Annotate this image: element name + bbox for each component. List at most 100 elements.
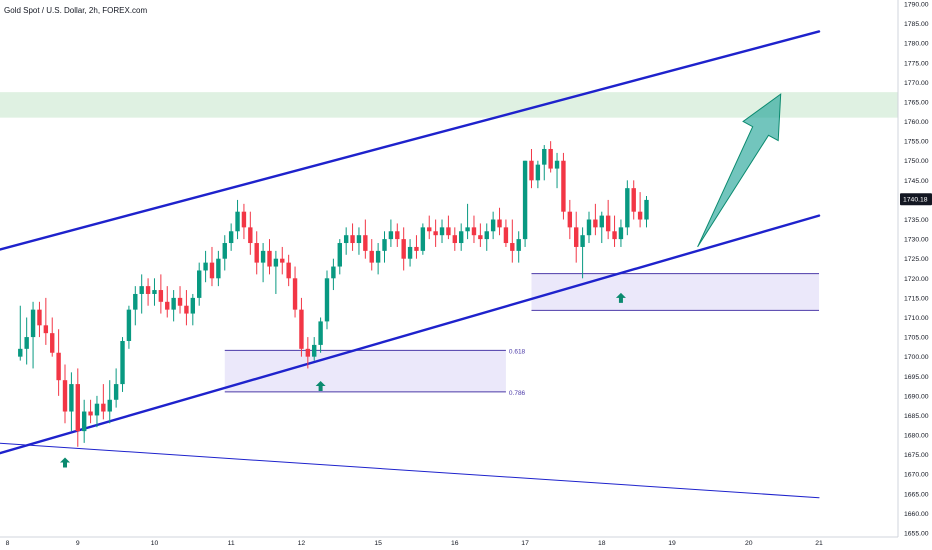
candle-body — [599, 215, 604, 228]
candle — [554, 152, 560, 189]
candle — [113, 368, 119, 408]
price-axis[interactable]: 1655.00 1660.00 1665.00 1670.00 1675.00 1680.… — [897, 0, 932, 538]
candle — [286, 254, 291, 287]
candle — [369, 239, 374, 271]
up-marker-2 — [315, 381, 326, 392]
price-tick-label: 1665.00 — [904, 491, 929, 498]
candle — [101, 384, 106, 420]
candle — [273, 250, 279, 294]
candle — [145, 278, 151, 306]
candle-body — [631, 188, 636, 212]
time-tick-label: 17 — [521, 540, 529, 547]
candle — [197, 262, 202, 306]
candle — [30, 301, 36, 369]
candle — [414, 235, 419, 259]
candle — [625, 180, 630, 236]
candle-body — [324, 278, 330, 322]
time-axis[interactable]: 8 9 10 11 12 15 16 17 18 19 20 21 — [0, 536, 898, 547]
candle-body — [75, 384, 80, 432]
candle — [56, 329, 61, 396]
candle-body — [81, 411, 87, 432]
time-tick-label: 12 — [298, 540, 306, 547]
candle — [356, 227, 362, 255]
candle — [395, 223, 400, 247]
price-tick-label: 1790.00 — [904, 2, 929, 9]
candle-body — [439, 227, 445, 236]
candle-body — [113, 384, 119, 400]
price-tick-label: 1695.00 — [904, 374, 929, 381]
time-tick-label: 18 — [598, 540, 606, 547]
time-tick-label: 20 — [745, 540, 753, 547]
time-tick-label: 16 — [451, 540, 459, 547]
candle — [471, 215, 477, 244]
candle — [522, 160, 528, 247]
time-tick-label: 19 — [668, 540, 676, 547]
candle — [401, 227, 406, 271]
candle — [567, 199, 573, 240]
candle — [88, 399, 93, 424]
candle-body — [478, 235, 483, 240]
candle — [152, 278, 157, 306]
candle-body — [312, 344, 317, 357]
candle-body — [248, 227, 253, 244]
price-tick-label: 1705.00 — [904, 335, 929, 342]
candle-body — [561, 160, 566, 212]
candle-body — [228, 231, 234, 244]
candle — [497, 207, 502, 236]
candle-body — [593, 219, 598, 228]
time-tick-label: 9 — [76, 540, 80, 547]
candle-body — [267, 250, 272, 267]
time-tick-label: 21 — [815, 540, 823, 547]
candle-body — [522, 160, 528, 240]
candle-body — [433, 231, 438, 236]
candle-body — [190, 297, 196, 314]
candle — [407, 239, 413, 267]
candle — [586, 211, 592, 244]
trendlines-layer — [0, 30, 821, 499]
candle-body — [222, 243, 227, 259]
candle — [446, 215, 451, 240]
candle-body — [574, 227, 579, 247]
candle-body — [30, 309, 36, 338]
candle-body — [395, 231, 400, 240]
candle — [337, 239, 342, 275]
upper-channel — [0, 30, 821, 251]
candle-body — [497, 219, 502, 228]
candle — [574, 211, 579, 263]
price-tick-label: 1715.00 — [904, 295, 929, 302]
candle-body — [375, 250, 381, 263]
candle-body — [254, 243, 259, 263]
candle-body — [235, 211, 240, 232]
price-tick-label: 1765.00 — [904, 99, 929, 106]
candle — [184, 290, 189, 326]
candle — [580, 227, 585, 279]
candle-body — [363, 235, 368, 251]
candle-body — [407, 246, 413, 259]
price-tick-label: 1750.00 — [904, 158, 929, 165]
price-tick-label: 1725.00 — [904, 256, 929, 263]
candle — [69, 372, 74, 432]
candle — [618, 219, 624, 247]
candle-body — [241, 211, 247, 228]
candles-layer — [18, 141, 649, 447]
price-tick-label: 1755.00 — [904, 139, 929, 146]
candle — [490, 211, 496, 240]
candle-body — [197, 270, 202, 298]
candle-body — [586, 219, 592, 236]
candle — [427, 215, 432, 240]
candle-body — [107, 399, 112, 412]
candle — [43, 297, 49, 345]
price-tick-label: 1710.00 — [904, 315, 929, 322]
candle-body — [280, 258, 285, 263]
time-tick-label: 11 — [228, 540, 235, 547]
target-zone — [0, 92, 898, 118]
price-tick-label: 1700.00 — [904, 354, 929, 361]
annotations-layer — [60, 93, 782, 468]
price-tick-label: 1690.00 — [904, 393, 929, 400]
price-tick-label: 1780.00 — [904, 41, 929, 48]
up-marker-3 — [615, 292, 626, 303]
candle-body — [101, 403, 106, 412]
candle-body — [446, 227, 451, 236]
candle — [433, 219, 438, 247]
